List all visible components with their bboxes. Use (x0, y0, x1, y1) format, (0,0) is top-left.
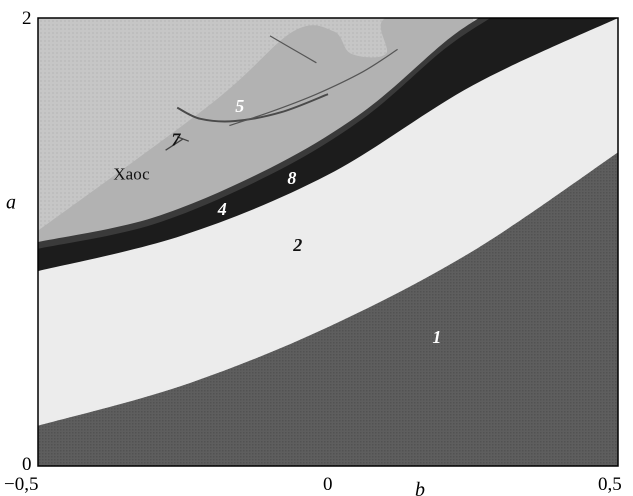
y-tick-label-min: 0 (22, 454, 32, 475)
plot-frame (37, 17, 619, 467)
region-label-2: 2 (292, 235, 302, 255)
y-tick-label-max: 2 (22, 8, 32, 29)
x-tick-label-zero: 0 (323, 474, 333, 495)
chaos-streak (269, 35, 317, 64)
region-label-7: 7 (171, 130, 181, 150)
region-1-texture (38, 152, 618, 466)
region-5-arc-secondary (229, 48, 398, 127)
region-5-arc (176, 93, 329, 123)
region-label-1: 1 (432, 327, 441, 347)
x-axis-label: b (415, 479, 425, 496)
region-label-chaos: Хаос (113, 164, 150, 183)
y-axis-label: a (6, 191, 16, 213)
region-label-5: 5 (235, 96, 244, 116)
region-label-8: 8 (287, 168, 296, 188)
region-chaos-wedge (38, 18, 473, 254)
region-label-4: 4 (217, 199, 227, 219)
region-7-mark (165, 136, 190, 151)
x-tick-label-min: −0,5 (4, 474, 38, 495)
x-tick-label-max: 0,5 (598, 474, 622, 495)
